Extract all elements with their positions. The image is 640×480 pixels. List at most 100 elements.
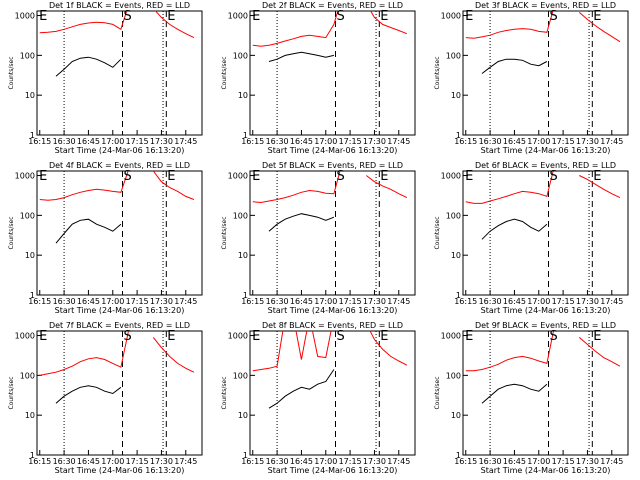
annotation: E [252,9,260,24]
x-axis-label: Start Time (24-Mar-06 16:13:20) [55,146,185,155]
x-tick-label: 16:15 [241,297,264,306]
annotation: S [337,169,345,184]
chart-title: Det 4f BLACK = Events, RED = LLD [49,161,190,170]
x-tick-label: 16:15 [241,137,264,146]
x-axis-label: Start Time (24-Mar-06 16:13:20) [55,306,185,315]
x-tick-label: 17:15 [552,457,575,466]
y-tick-label: 1 [243,291,248,300]
y-tick-label: 10 [451,91,461,100]
chart-title: Det 2f BLACK = Events, RED = LLD [262,1,403,10]
series-line [39,171,195,201]
annotation: E [252,169,260,184]
x-tick-label: 17:45 [387,457,410,466]
y-axis-label: Counts/sec [434,376,441,409]
x-tick-label: 16:15 [454,297,477,306]
y-tick-label: 1000 [15,172,35,181]
annotation: S [550,329,558,344]
y-axis-label: Counts/sec [221,376,228,409]
plot-frame [462,170,629,296]
y-tick-label: 10 [238,91,248,100]
y-tick-label: 10 [25,411,35,420]
panel: Det 1f BLACK = Events, RED = LLD Start Ti… [8,1,203,155]
x-tick-label: 17:45 [600,137,623,146]
annotation: E [380,9,388,24]
series-line [481,58,548,74]
x-tick-label: 16:15 [28,137,51,146]
x-tick-label: 17:15 [339,297,362,306]
annotation: S [337,329,345,344]
annotation: E [39,9,47,24]
annotation: E [465,329,473,344]
annotation: S [124,9,132,24]
x-tick-label: 16:15 [241,457,264,466]
annotation: E [167,329,175,344]
y-tick-label: 1000 [441,332,461,341]
plot-frame [462,10,629,136]
x-axis-label: Start Time (24-Mar-06 16:13:20) [268,306,398,315]
y-tick-label: 10 [451,411,461,420]
series-line [39,331,195,376]
series-line [465,331,621,372]
x-tick-label: 16:30 [266,137,289,146]
plot-frame [462,330,629,456]
y-tick-label: 10 [238,251,248,260]
x-tick-label: 17:30 [363,457,386,466]
y-tick-label: 100 [233,51,248,60]
y-tick-label: 1 [30,451,35,460]
x-tick-label: 17:00 [527,137,550,146]
annotation: E [39,169,47,184]
panel: Det 7f BLACK = Events, RED = LLD Start Ti… [8,321,203,475]
x-axis-label: Start Time (24-Mar-06 16:13:20) [268,466,398,475]
x-axis-label: Start Time (24-Mar-06 16:13:20) [481,306,611,315]
x-tick-label: 17:00 [101,137,124,146]
y-tick-label: 100 [446,211,461,220]
y-tick-label: 100 [233,211,248,220]
annotation: E [380,329,388,344]
series-line [268,369,335,409]
x-tick-label: 17:00 [314,137,337,146]
chart-title: Det 1f BLACK = Events, RED = LLD [49,1,190,10]
x-tick-label: 17:00 [527,457,550,466]
y-tick-label: 10 [238,411,248,420]
x-axis-label: Start Time (24-Mar-06 16:13:20) [268,146,398,155]
plot-frame [36,170,203,296]
annotation: S [124,169,132,184]
annotation: E [167,9,175,24]
chart-title: Det 8f BLACK = Events, RED = LLD [262,321,403,330]
y-tick-label: 1 [456,291,461,300]
x-tick-label: 16:45 [290,137,313,146]
x-tick-label: 16:30 [479,137,502,146]
y-tick-label: 1 [30,291,35,300]
annotation: E [593,329,601,344]
y-tick-label: 1000 [228,172,248,181]
y-tick-label: 1 [456,451,461,460]
y-tick-label: 1000 [228,12,248,21]
x-tick-label: 17:30 [576,297,599,306]
y-tick-label: 1 [243,451,248,460]
plot-frame [249,10,416,136]
series-line [268,213,335,232]
y-tick-label: 1000 [15,12,35,21]
panel: Det 9f BLACK = Events, RED = LLD Start Ti… [434,321,629,475]
y-tick-label: 1000 [441,172,461,181]
y-axis-label: Counts/sec [434,216,441,249]
annotation: E [39,329,47,344]
series-line [481,383,548,404]
y-tick-label: 100 [20,51,35,60]
y-axis-label: Counts/sec [434,56,441,89]
series-line [55,218,122,244]
x-tick-label: 16:30 [479,297,502,306]
chart-title: Det 7f BLACK = Events, RED = LLD [49,321,190,330]
y-tick-label: 1000 [228,332,248,341]
annotation: E [465,169,473,184]
panel: Det 3f BLACK = Events, RED = LLD Start Ti… [434,1,629,155]
y-tick-label: 100 [20,211,35,220]
y-tick-label: 1 [30,131,35,140]
x-tick-label: 17:45 [600,297,623,306]
annotation: E [380,169,388,184]
x-tick-label: 17:00 [101,297,124,306]
x-tick-label: 16:30 [479,457,502,466]
series-line [55,56,122,77]
x-tick-label: 17:30 [150,297,173,306]
x-tick-label: 16:30 [53,137,76,146]
